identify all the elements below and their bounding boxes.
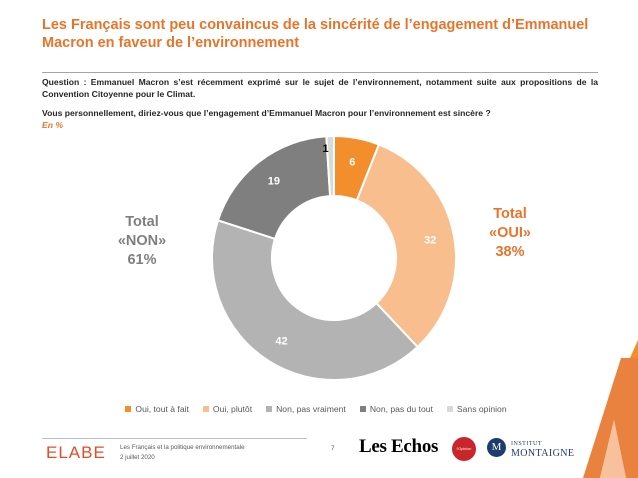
total-oui-line1: Total [493, 206, 527, 222]
legend-swatch-non-pas-du-tout [359, 406, 366, 412]
data-label-non-pas-vraiment: 42 [275, 336, 287, 348]
footer-divider [42, 438, 307, 439]
legend-label-non-pas-vraiment: Non, pas vraiment [276, 404, 346, 414]
total-non-line1: Total [125, 214, 159, 230]
institut-label: INSTITUT [511, 441, 542, 447]
legend-label-sans-opinion: Sans opinion [456, 404, 507, 414]
institut-montaigne-mark: M [487, 438, 506, 457]
title-divider [42, 72, 598, 73]
legend-item-non-pas-vraiment: Non, pas vraiment [266, 404, 346, 414]
legend-label-oui-plutot: Oui, plutôt [212, 404, 253, 414]
data-label-non-pas-du-tout: 19 [268, 176, 280, 188]
legend-swatch-non-pas-vraiment [266, 406, 273, 412]
montaigne-label: MONTAIGNE [511, 448, 575, 459]
slice-oui-plutot [355, 143, 457, 349]
legend-item-non-pas-du-tout: Non, pas du tout [359, 404, 433, 414]
data-label-sans-opinion: 1 [322, 143, 328, 155]
legend-item-sans-opinion: Sans opinion [446, 404, 507, 414]
page-title: Les Français sont peu convaincus de la s… [42, 17, 589, 51]
question-intro: Question : Emmanuel Macron s’est récemme… [42, 77, 598, 99]
slice-sans-opinion [325, 134, 335, 198]
legend-item-oui-tout-a-fait: Oui, tout à fait [125, 404, 189, 414]
question-text: Vous personnellement, diriez-vous que l’… [42, 108, 491, 118]
slice-non-pas-vraiment [211, 219, 419, 381]
page-number: 7 [331, 445, 335, 452]
les-echos-logo: Les Echos [359, 436, 439, 457]
total-non-value: 61% [127, 252, 157, 268]
institut-montaigne-logo: INSTITUT MONTAIGNE [511, 440, 575, 459]
total-oui-value: 38% [495, 244, 525, 260]
legend-swatch-oui-tout-a-fait [125, 406, 132, 412]
total-oui: Total «OUI» 38% [474, 205, 546, 262]
unit-label: En % [42, 120, 64, 130]
legend-swatch-sans-opinion [446, 406, 453, 412]
footer-study-title: Les Français et la politique environneme… [120, 444, 245, 451]
legend-label-oui-tout-a-fait: Oui, tout à fait [135, 404, 189, 414]
legend-swatch-oui-plutot [202, 406, 209, 412]
data-label-oui-plutot: 32 [424, 235, 436, 247]
elabe-logo: ELABE [46, 443, 106, 462]
chart-legend: Oui, tout à fait Oui, plutôt Non, pas vrai… [96, 404, 536, 414]
footer-date: 2 juillet 2020 [120, 454, 155, 461]
legend-label-non-pas-du-tout: Non, pas du tout [369, 404, 433, 414]
total-non-line2: «NON» [117, 233, 167, 249]
total-non: Total «NON» 61% [110, 213, 174, 270]
total-oui-line2: «OUI» [489, 225, 531, 241]
opinion-logo: l'Opinion [452, 437, 476, 461]
legend-item-oui-plutot: Oui, plutôt [202, 404, 253, 414]
data-label-oui-tout-a-fait: 6 [349, 157, 355, 169]
